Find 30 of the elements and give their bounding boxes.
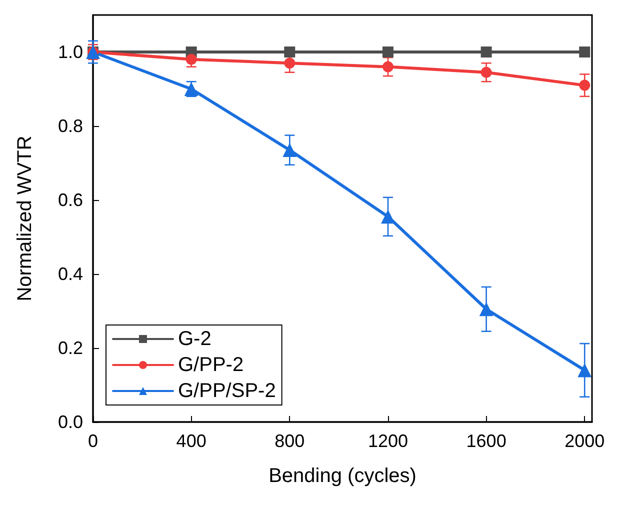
y-tick-label: 0.2 <box>58 338 83 358</box>
point <box>480 46 492 58</box>
y-tick-label: 0.0 <box>58 412 83 432</box>
point <box>578 363 592 378</box>
point <box>380 210 395 224</box>
y-axis-title: Normalized WVTR <box>14 136 36 302</box>
x-tick-label: 1600 <box>466 431 506 451</box>
x-tick-label: 1200 <box>368 431 408 451</box>
legend-label: G/PP-2 <box>178 354 244 376</box>
point <box>579 46 590 58</box>
x-tick-label: 0 <box>88 431 98 451</box>
y-tick-label: 0.6 <box>58 190 83 210</box>
x-tick-label: 2000 <box>564 431 605 451</box>
x-tick-label: 400 <box>176 431 206 451</box>
x-tick-label: 800 <box>274 431 305 451</box>
x-axis-title: Bending (cycles) <box>268 465 416 487</box>
point <box>186 54 197 65</box>
y-tick-label: 0.8 <box>58 116 83 136</box>
point <box>480 66 492 78</box>
point <box>284 46 296 58</box>
y-tick-label: 1.0 <box>58 42 83 62</box>
point <box>282 143 297 158</box>
legend-label: G-2 <box>178 328 212 350</box>
point <box>382 46 394 58</box>
point <box>382 61 394 72</box>
point <box>284 58 296 69</box>
point <box>579 80 590 91</box>
legend-label: G/PP/SP-2 <box>178 380 276 402</box>
y-tick-label: 0.4 <box>58 264 83 284</box>
point <box>479 302 494 316</box>
